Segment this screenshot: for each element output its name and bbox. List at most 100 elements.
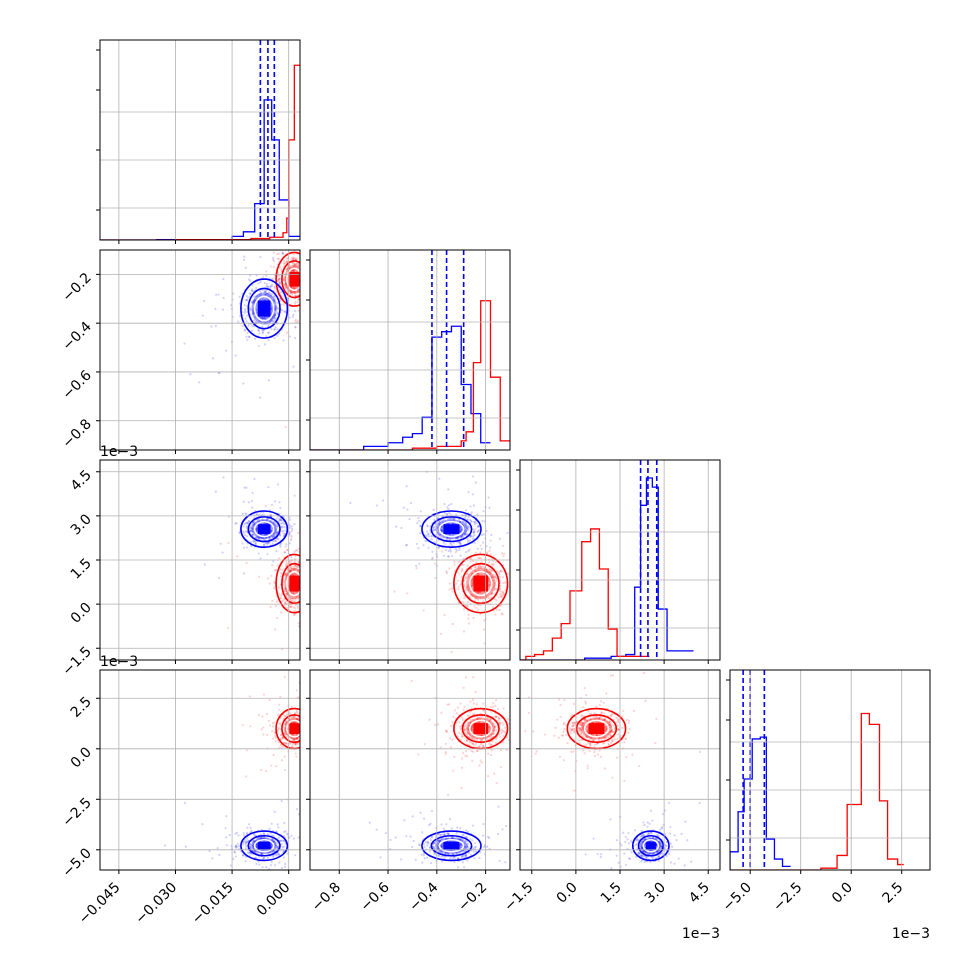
contour-blue bbox=[421, 830, 482, 862]
contour-blue bbox=[637, 834, 665, 857]
contour-red bbox=[583, 719, 610, 738]
y-tick-label: −1.5 bbox=[59, 644, 94, 679]
y-tick-label: −0.8 bbox=[59, 416, 94, 451]
y-tick-label: 3.0 bbox=[68, 511, 95, 538]
y-tick-label: −2.5 bbox=[59, 795, 94, 830]
contour-red bbox=[453, 553, 509, 614]
contour-red bbox=[281, 714, 300, 744]
diag-panel-0 bbox=[96, 40, 300, 240]
panel-frame bbox=[309, 249, 511, 451]
contour-blue bbox=[247, 515, 281, 543]
y-tick-label: 2.5 bbox=[68, 694, 95, 721]
x-tick-label: −0.4 bbox=[406, 879, 441, 914]
grid-lines bbox=[100, 40, 300, 240]
contour-blue bbox=[253, 520, 275, 538]
density-core-blue bbox=[257, 841, 271, 850]
contour-red bbox=[461, 714, 500, 744]
density-core-red bbox=[289, 575, 300, 592]
x-tick-label: −0.030 bbox=[132, 880, 180, 928]
contour-red bbox=[281, 562, 300, 605]
density-core-blue bbox=[443, 524, 460, 535]
panel-frame bbox=[99, 249, 301, 451]
grid-lines bbox=[310, 670, 510, 870]
grid-lines bbox=[310, 250, 510, 450]
histogram-red bbox=[730, 712, 904, 870]
grid-lines bbox=[310, 460, 510, 660]
offset-text: 1e−3 bbox=[682, 926, 720, 942]
contour-red bbox=[275, 251, 300, 307]
grid-lines bbox=[730, 670, 930, 870]
grid-lines bbox=[520, 670, 720, 870]
x-tick-label: 0.0 bbox=[554, 880, 581, 907]
y-tick-label: −0.6 bbox=[59, 367, 94, 402]
histogram-blue bbox=[100, 99, 300, 240]
contour-blue bbox=[438, 520, 465, 538]
panel-frame bbox=[729, 669, 931, 871]
x-tick-label: 3.0 bbox=[642, 880, 669, 907]
histogram-red bbox=[310, 300, 510, 450]
contour-blue bbox=[240, 510, 289, 549]
panel-frame bbox=[99, 39, 301, 241]
x-tick-label: 1.5 bbox=[598, 880, 625, 907]
y-tick-label: 1.5 bbox=[68, 556, 95, 583]
y-tick-label: 4.5 bbox=[68, 467, 95, 494]
density-core-blue bbox=[645, 841, 656, 850]
y-tick-label: −0.2 bbox=[59, 270, 94, 305]
contour-blue bbox=[247, 834, 281, 857]
diag-panel-2 bbox=[516, 460, 694, 660]
contour-blue bbox=[240, 830, 289, 862]
panel-frame bbox=[309, 669, 511, 871]
contour-red bbox=[468, 570, 493, 597]
y-tick-label: 0.0 bbox=[68, 600, 95, 627]
contour-blue bbox=[430, 515, 473, 543]
grid-lines bbox=[100, 670, 300, 870]
x-tick-label: 2.5 bbox=[879, 880, 906, 907]
histogram-blue bbox=[520, 477, 694, 660]
diag-panel-3 bbox=[726, 670, 904, 870]
panel-1-0 bbox=[183, 250, 300, 429]
density-core-blue bbox=[257, 524, 271, 535]
x-tick-label: −1.5 bbox=[501, 880, 536, 915]
contour-red bbox=[461, 562, 500, 605]
x-tick-label: −5.0 bbox=[720, 880, 755, 915]
y-tick-label: 0.0 bbox=[68, 744, 95, 771]
offset-text: 1e−3 bbox=[892, 926, 930, 942]
x-tick-label: −0.6 bbox=[358, 879, 393, 914]
density-core-blue bbox=[257, 300, 271, 317]
density-core-red bbox=[289, 271, 300, 287]
x-tick-label: 0.0 bbox=[829, 880, 856, 907]
x-tick-label: −0.045 bbox=[76, 880, 124, 928]
contour-red bbox=[286, 267, 300, 292]
x-tick-label: −0.8 bbox=[309, 880, 344, 915]
contour-blue bbox=[438, 838, 465, 853]
contour-blue bbox=[421, 510, 482, 549]
x-tick-label: 4.5 bbox=[686, 880, 713, 907]
density-core-red bbox=[473, 575, 489, 592]
density-core-red bbox=[588, 723, 605, 735]
panel-2-0 bbox=[203, 476, 300, 651]
x-tick-label: −0.2 bbox=[455, 880, 490, 915]
panel-3-0 bbox=[164, 675, 300, 870]
contour-red bbox=[468, 719, 493, 738]
panel-3-2 bbox=[520, 672, 702, 870]
contour-blue bbox=[247, 287, 281, 330]
grid-lines bbox=[100, 460, 300, 660]
contour-blue bbox=[430, 834, 473, 857]
contour-blue bbox=[240, 278, 289, 339]
panel-frame bbox=[99, 669, 301, 871]
density-core-red bbox=[473, 723, 489, 735]
contour-red bbox=[286, 570, 300, 597]
contour-red bbox=[286, 719, 300, 738]
contour-red bbox=[281, 260, 300, 299]
density-core-red bbox=[289, 723, 300, 735]
x-tick-label: −0.015 bbox=[189, 880, 237, 928]
contour-blue bbox=[253, 295, 275, 322]
histogram-blue bbox=[730, 736, 791, 870]
panel-3-1 bbox=[368, 676, 510, 869]
contour-red bbox=[575, 714, 618, 744]
density-core-blue bbox=[443, 841, 460, 850]
contour-blue bbox=[642, 838, 660, 853]
x-tick-label: 0.000 bbox=[254, 880, 294, 920]
contour-blue bbox=[253, 838, 275, 853]
